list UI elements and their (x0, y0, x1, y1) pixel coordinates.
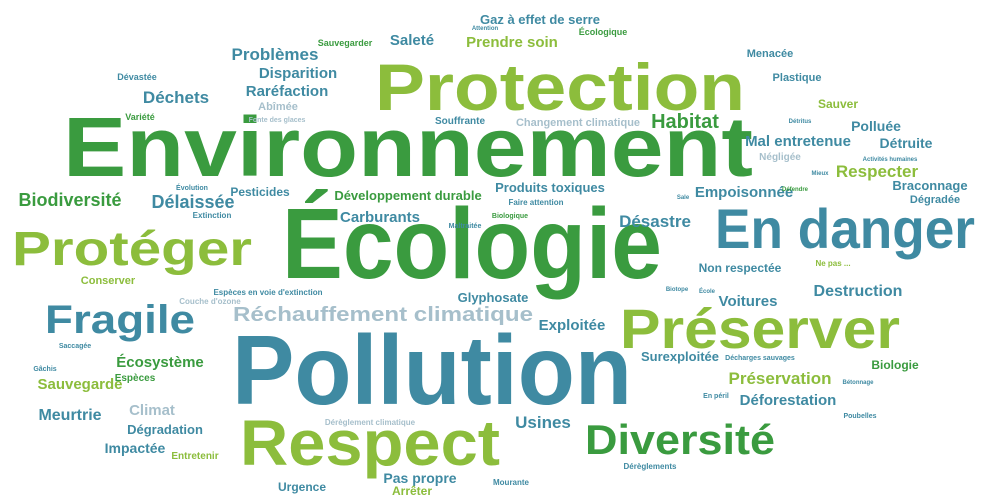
word: Menacée (747, 48, 793, 60)
word: Environnement (63, 100, 753, 194)
word: Raréfaction (246, 83, 329, 100)
word: Glyphosate (458, 290, 529, 305)
word: Respect (240, 407, 500, 479)
word: Évolution (176, 183, 208, 192)
word: Réchauffement climatique (233, 304, 533, 326)
word: Problèmes (232, 45, 319, 64)
word: École (699, 287, 716, 295)
word: Biologique (492, 213, 528, 220)
word: Préserver (620, 297, 900, 360)
word: Maltraitée (449, 223, 482, 230)
word: Destruction (814, 283, 903, 300)
word: Habitat (651, 111, 719, 133)
word: En péril (703, 393, 729, 400)
word: Dérèglement climatique (325, 418, 416, 427)
word: Écologique (579, 27, 628, 37)
word: Ne pas ... (815, 259, 850, 268)
word: Extinction (193, 211, 232, 220)
word: Protéger (12, 223, 252, 276)
word: Empoisonnée (695, 184, 793, 201)
word: Attention (472, 26, 499, 32)
word: Sauver (818, 97, 858, 111)
word: Meurtrie (38, 407, 101, 424)
word: Polluée (851, 118, 901, 134)
word: Couche d'ozone (179, 297, 241, 306)
word: Changement climatique (516, 117, 640, 129)
word: Surexploitée (641, 349, 719, 364)
word: Écologie (282, 188, 662, 300)
word: Souffrante (435, 116, 485, 127)
word: Non respectée (699, 261, 782, 275)
word: Écosystème (116, 354, 204, 371)
word: Bétonnage (842, 380, 874, 386)
word: Espèces en voie d'extinction (213, 288, 322, 297)
word: Détruite (880, 135, 933, 151)
word: Variété (125, 112, 155, 122)
word: Pollution (232, 315, 632, 425)
word: Pesticides (230, 185, 290, 199)
word: Poubelles (843, 413, 876, 420)
word: Produits toxiques (495, 180, 605, 195)
word: Dégradation (127, 422, 203, 437)
word: Biotope (666, 287, 689, 293)
word: Disparition (259, 65, 337, 82)
word: Préservation (729, 369, 832, 388)
word: Délaissée (151, 192, 234, 212)
word: Désastre (619, 212, 691, 231)
word: Négligée (759, 152, 801, 163)
word: Abîmée (258, 101, 298, 113)
word: Braconnage (892, 178, 967, 193)
word: Urgence (278, 480, 326, 494)
word: Entretenir (171, 451, 218, 462)
word: Déchets (143, 88, 209, 107)
word: En danger (715, 197, 975, 260)
word: Voitures (719, 293, 778, 310)
word: Activités humaines (863, 157, 918, 163)
word: Sauvegarde (37, 376, 122, 393)
word: Dégradée (910, 194, 960, 206)
word: Saccagée (59, 343, 91, 350)
word: Dérèglements (624, 462, 677, 471)
word: Respecter (836, 162, 919, 181)
word: Diversité (585, 416, 775, 463)
word: Protection (375, 50, 745, 124)
word: Gâchis (33, 366, 56, 373)
word: Sauvegarder (318, 38, 373, 48)
word: Détritus (789, 119, 812, 125)
word: Climat (129, 402, 175, 419)
word: Défendre (782, 187, 809, 193)
word: Faire attention (508, 198, 563, 207)
word: Usines (515, 413, 571, 432)
word: Arrêter (392, 484, 432, 495)
word: Mourante (493, 478, 530, 487)
word: Exploitée (539, 317, 606, 334)
word: Pas propre (383, 470, 456, 486)
word: Mal entretenue (745, 133, 851, 150)
word: Plastique (773, 72, 822, 84)
word: Dévastée (117, 72, 157, 82)
word: Fonte des glaces (249, 117, 306, 124)
word: Saleté (390, 32, 434, 49)
word: Fragile (45, 298, 195, 342)
word: Développement durable (334, 188, 481, 203)
word: Sale (677, 195, 690, 201)
word: Décharges sauvages (725, 355, 795, 362)
word: Mieux (811, 171, 829, 177)
word: Carburants (340, 209, 420, 226)
word: Gaz à effet de serre (480, 12, 600, 27)
word: Déforestation (740, 392, 837, 409)
word: Biologie (871, 358, 919, 372)
word: Conserver (81, 275, 136, 287)
word: Impactée (105, 440, 166, 456)
word: Biodiversité (18, 190, 121, 210)
word: Espèces (115, 373, 156, 384)
word: Prendre soin (466, 34, 558, 51)
